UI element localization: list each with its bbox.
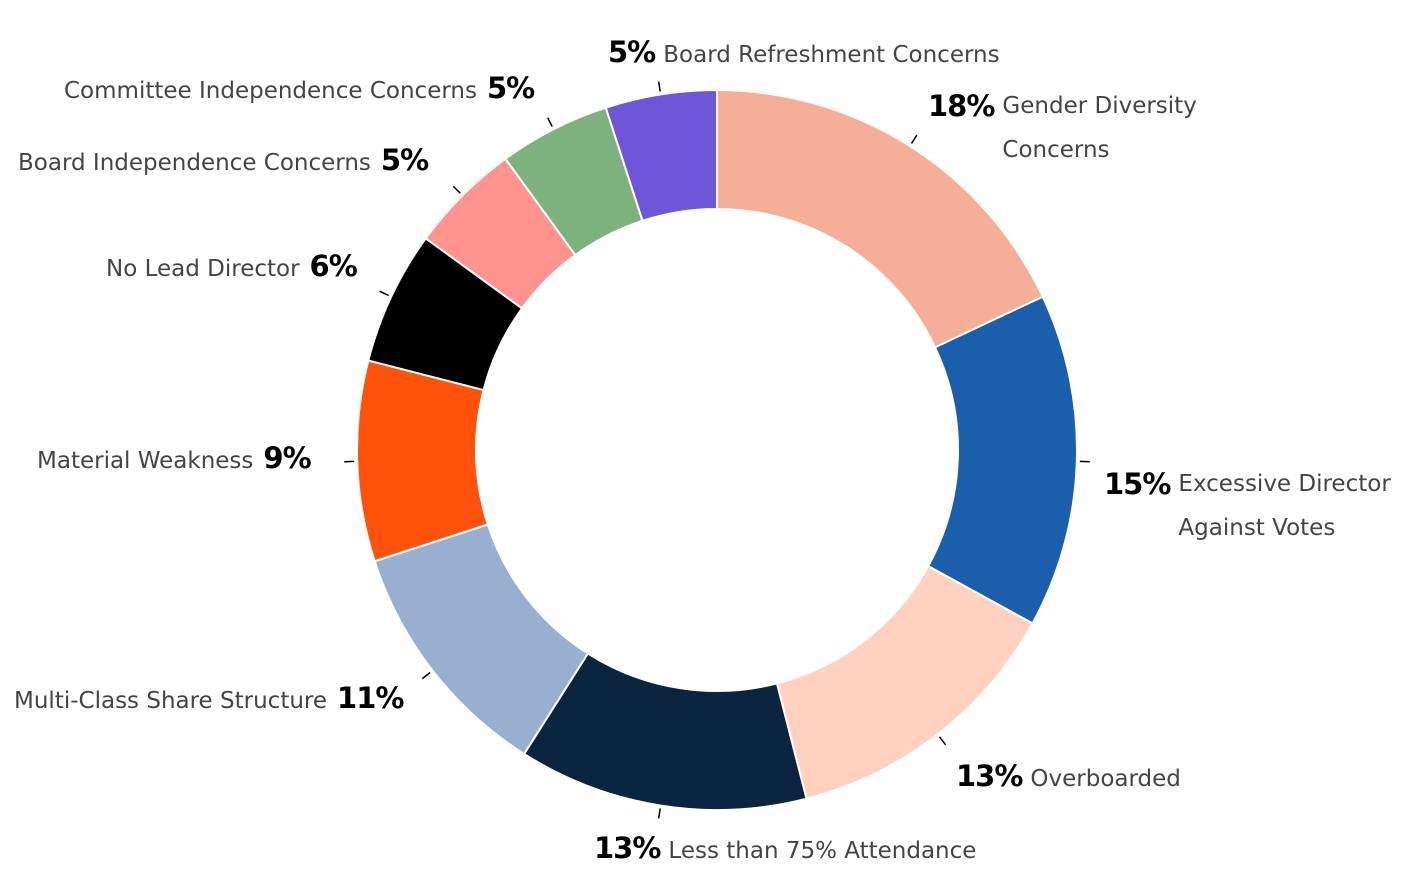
slice-label: Committee Independence Concerns 5% bbox=[64, 66, 535, 115]
slice-label: Board Independence Concerns 5% bbox=[18, 138, 429, 187]
donut-slice bbox=[604, 88, 718, 223]
slice-label: 5% Board Refreshment Concerns bbox=[608, 30, 1000, 79]
donut-slice bbox=[356, 359, 490, 563]
leader-line bbox=[421, 671, 431, 680]
slice-label: 13% Overboarded bbox=[956, 754, 1181, 803]
leader-line bbox=[910, 134, 918, 144]
leader-line bbox=[657, 808, 661, 819]
slice-name: Material Weakness bbox=[37, 448, 254, 474]
slice-percent: 6% bbox=[309, 249, 358, 283]
leader-line bbox=[452, 185, 461, 194]
slice-percent: 11% bbox=[337, 681, 404, 715]
leader-line bbox=[379, 290, 389, 297]
slice-label: Multi-Class Share Structure 11% bbox=[14, 676, 404, 725]
slice-percent: 5% bbox=[486, 71, 535, 105]
slice-name: Committee Independence Concerns bbox=[64, 78, 477, 104]
leader-line bbox=[546, 117, 553, 127]
leader-line bbox=[657, 81, 661, 92]
slice-name: No Lead Director bbox=[106, 256, 300, 282]
slice-label: 18% Gender Diversity Concerns bbox=[928, 84, 1242, 172]
slice-name: Excessive Director Against Votes bbox=[1178, 471, 1391, 541]
slice-label: 13% Less than 75% Attendance bbox=[594, 826, 976, 875]
slice-name: Board Independence Concerns bbox=[18, 150, 371, 176]
slice-percent: 15% bbox=[1104, 467, 1171, 501]
slice-name: Less than 75% Attendance bbox=[668, 838, 977, 864]
slice-percent: 5% bbox=[608, 35, 656, 69]
slice-percent: 18% bbox=[928, 89, 995, 123]
leader-line bbox=[938, 736, 947, 746]
slice-name: Multi-Class Share Structure bbox=[14, 688, 328, 714]
slice-percent: 5% bbox=[380, 143, 429, 177]
slice-percent: 13% bbox=[594, 831, 661, 865]
slice-percent: 9% bbox=[263, 441, 311, 475]
slice-percent: 13% bbox=[956, 759, 1023, 793]
slice-name: Overboarded bbox=[1030, 766, 1181, 792]
slice-name: Board Refreshment Concerns bbox=[663, 42, 1000, 68]
slice-name: Gender Diversity Concerns bbox=[1002, 93, 1197, 163]
donut-slice bbox=[926, 295, 1078, 625]
slice-label: Material Weakness 9% bbox=[37, 436, 312, 485]
slice-label: No Lead Director 6% bbox=[106, 244, 358, 293]
slice-label: 15% Excessive Director Against Votes bbox=[1104, 462, 1418, 550]
